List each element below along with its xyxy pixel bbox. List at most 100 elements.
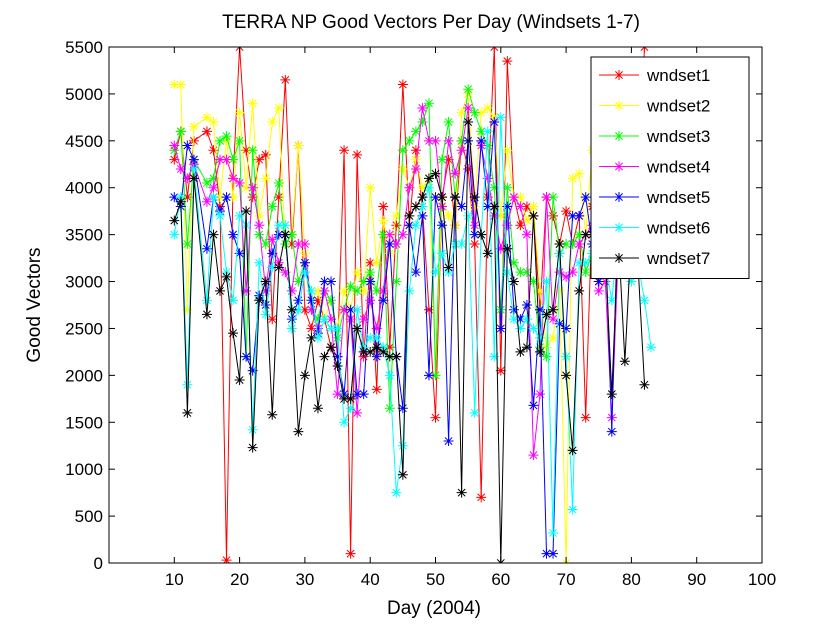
data-point — [567, 267, 578, 278]
y-tick-label: 1000 — [65, 460, 103, 479]
data-point — [502, 182, 513, 193]
data-point — [247, 192, 258, 203]
data-point — [541, 276, 552, 287]
legend-item: wndset3 — [599, 127, 710, 146]
data-point — [326, 276, 337, 287]
data-point — [515, 346, 526, 357]
data-point — [391, 239, 402, 250]
data-point — [574, 239, 585, 250]
data-point — [397, 403, 408, 414]
data-point — [463, 210, 474, 221]
data-point — [450, 168, 461, 179]
data-point — [371, 384, 382, 395]
data-point — [306, 332, 317, 343]
data-point — [352, 323, 363, 334]
data-point — [391, 210, 402, 221]
data-point — [260, 173, 271, 184]
data-point — [273, 192, 284, 203]
data-point — [201, 295, 212, 306]
legend-label: wndset2 — [646, 97, 710, 116]
data-point — [397, 79, 408, 90]
legend-label: wndset1 — [646, 66, 710, 85]
data-point — [188, 121, 199, 132]
data-point — [267, 409, 278, 420]
data-point — [312, 332, 323, 343]
data-point — [208, 229, 219, 240]
data-point — [521, 229, 532, 240]
data-point — [215, 210, 226, 221]
data-point — [175, 79, 186, 90]
x-tick-label: 60 — [491, 570, 510, 589]
data-point — [267, 314, 278, 325]
data-point — [241, 351, 252, 362]
data-point — [215, 154, 226, 165]
data-point — [574, 168, 585, 179]
data-point — [541, 351, 552, 362]
data-point — [397, 229, 408, 240]
data-point — [299, 239, 310, 250]
data-point — [228, 192, 239, 203]
data-point — [423, 182, 434, 193]
data-point — [306, 323, 317, 334]
data-point — [371, 332, 382, 343]
data-point — [280, 74, 291, 85]
data-point — [639, 379, 650, 390]
data-point — [254, 210, 265, 221]
x-tick-label: 20 — [230, 570, 249, 589]
data-point — [326, 295, 337, 306]
data-point — [410, 163, 421, 174]
data-point — [352, 389, 363, 400]
x-tick-label: 10 — [165, 570, 184, 589]
data-point — [201, 178, 212, 189]
data-point — [221, 154, 232, 165]
data-point — [469, 229, 480, 240]
data-point — [515, 314, 526, 325]
data-point — [384, 342, 395, 353]
data-point — [215, 192, 226, 203]
data-point — [228, 328, 239, 339]
x-tick-label: 80 — [622, 570, 641, 589]
data-point — [397, 469, 408, 480]
data-point — [306, 295, 317, 306]
data-point — [456, 107, 467, 118]
data-point — [267, 201, 278, 212]
data-point — [201, 243, 212, 254]
data-point — [515, 220, 526, 231]
y-tick-label: 5000 — [65, 85, 103, 104]
data-point — [260, 239, 271, 250]
legend-label: wndset5 — [646, 188, 710, 207]
data-point — [182, 379, 193, 390]
data-point — [260, 276, 271, 287]
data-point — [188, 173, 199, 184]
data-point — [339, 304, 350, 315]
data-point — [450, 220, 461, 231]
data-point — [299, 267, 310, 278]
data-point — [169, 229, 180, 240]
data-point — [463, 102, 474, 113]
data-point — [469, 107, 480, 118]
data-point — [306, 285, 317, 296]
data-point — [404, 135, 415, 146]
data-point — [554, 285, 565, 296]
legend-item: wndset4 — [599, 158, 710, 177]
data-point — [169, 154, 180, 165]
data-point — [567, 504, 578, 515]
data-point — [482, 102, 493, 113]
data-point — [358, 346, 369, 357]
data-point — [534, 304, 545, 315]
data-point — [332, 351, 343, 362]
data-point — [260, 149, 271, 160]
data-point — [312, 314, 323, 325]
data-point — [410, 126, 421, 137]
data-point — [371, 351, 382, 362]
data-point — [182, 140, 193, 151]
data-point — [469, 192, 480, 203]
data-point — [391, 220, 402, 231]
legend-marker — [614, 192, 624, 202]
data-point — [404, 182, 415, 193]
data-point — [221, 131, 232, 142]
data-point — [423, 173, 434, 184]
data-point — [273, 178, 284, 189]
data-point — [365, 332, 376, 343]
data-point — [548, 314, 559, 325]
